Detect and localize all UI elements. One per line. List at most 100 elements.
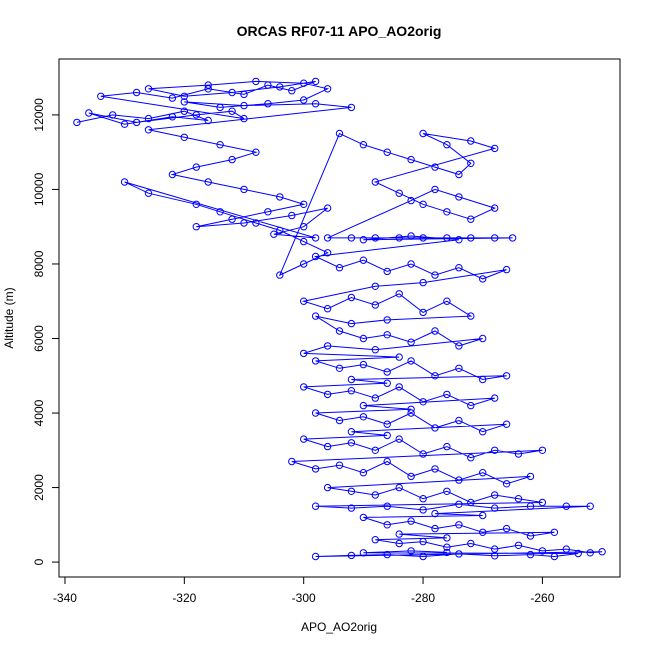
data-point xyxy=(467,215,475,223)
data-point xyxy=(371,394,379,402)
data-point xyxy=(300,223,308,231)
data-point xyxy=(431,424,439,432)
data-point xyxy=(311,502,320,510)
data-point xyxy=(562,502,570,510)
data-point xyxy=(300,349,308,358)
data-point xyxy=(407,409,415,417)
data-point xyxy=(467,498,475,507)
data-point xyxy=(180,107,189,115)
data-point xyxy=(276,271,284,279)
data-point xyxy=(443,234,451,242)
data-point xyxy=(347,387,356,395)
data-point xyxy=(359,256,368,264)
data-point xyxy=(514,495,523,503)
data-point xyxy=(168,94,177,102)
data-point xyxy=(168,170,177,179)
data-point xyxy=(491,552,499,560)
data-point xyxy=(443,548,451,557)
data-point xyxy=(431,372,439,380)
data-point xyxy=(491,144,499,153)
data-point xyxy=(311,252,320,261)
data-point xyxy=(311,357,320,365)
data-point xyxy=(276,83,284,91)
data-point xyxy=(538,446,547,454)
data-point xyxy=(383,420,391,428)
data-point xyxy=(455,364,463,372)
data-point xyxy=(335,264,344,272)
data-point xyxy=(216,103,224,112)
data-point xyxy=(538,498,547,507)
x-axis-label: APO_AO2orig xyxy=(301,620,377,634)
data-point xyxy=(204,178,212,186)
data-point xyxy=(371,491,379,499)
data-point xyxy=(383,431,391,440)
data-point xyxy=(419,278,427,287)
data-point xyxy=(132,88,141,97)
data-point xyxy=(538,547,547,555)
data-point xyxy=(502,480,511,488)
x-axis: -340 -320 -300 -280 -260 xyxy=(53,576,555,605)
data-point xyxy=(204,116,212,125)
data-point xyxy=(419,450,427,458)
data-point xyxy=(120,178,129,186)
data-point xyxy=(323,249,332,257)
data-point xyxy=(443,141,451,149)
data-point xyxy=(347,234,356,242)
data-point xyxy=(371,446,379,454)
data-point xyxy=(383,502,391,510)
data-point xyxy=(311,465,320,473)
data-point xyxy=(335,129,344,138)
data-point xyxy=(276,193,284,201)
data-point xyxy=(73,118,81,127)
data-point xyxy=(347,504,356,512)
data-point xyxy=(419,506,427,514)
data-point xyxy=(395,353,403,361)
data-point xyxy=(335,461,344,469)
data-point xyxy=(395,290,403,298)
data-point xyxy=(228,107,236,115)
data-point xyxy=(347,551,356,560)
data-point xyxy=(311,100,320,108)
data-point xyxy=(479,511,487,520)
data-point xyxy=(383,379,391,387)
data-point xyxy=(455,500,463,508)
data-point xyxy=(419,234,427,242)
data-point xyxy=(467,539,475,548)
data-point xyxy=(204,85,212,93)
data-point xyxy=(598,548,606,556)
data-point xyxy=(508,234,517,242)
data-point xyxy=(407,232,415,240)
data-point xyxy=(359,549,368,557)
data-point xyxy=(300,79,308,87)
series-line xyxy=(76,80,603,558)
data-point xyxy=(431,327,439,335)
data-point xyxy=(514,450,523,458)
data-point xyxy=(443,534,451,542)
data-point xyxy=(180,98,189,106)
y-tick-label: 12000 xyxy=(32,98,46,132)
data-point xyxy=(443,487,451,495)
data-point xyxy=(395,435,403,443)
data-point xyxy=(323,390,332,399)
data-point xyxy=(132,118,141,127)
data-point xyxy=(323,305,332,313)
data-point xyxy=(383,148,391,156)
data-point xyxy=(383,316,391,324)
data-point xyxy=(300,435,308,443)
data-point xyxy=(311,77,320,86)
data-point xyxy=(240,219,248,227)
data-point xyxy=(491,446,499,454)
data-point xyxy=(144,85,153,93)
data-point xyxy=(228,88,236,97)
data-point xyxy=(347,375,356,384)
y-tick-label: 4000 xyxy=(32,399,46,426)
data-point xyxy=(359,513,368,522)
data-point xyxy=(359,334,368,343)
data-point xyxy=(144,189,153,197)
data-point xyxy=(395,530,403,538)
data-point xyxy=(455,342,463,350)
data-point xyxy=(455,550,463,558)
data-point xyxy=(407,472,415,481)
data-point xyxy=(407,547,415,555)
data-point xyxy=(216,141,224,149)
